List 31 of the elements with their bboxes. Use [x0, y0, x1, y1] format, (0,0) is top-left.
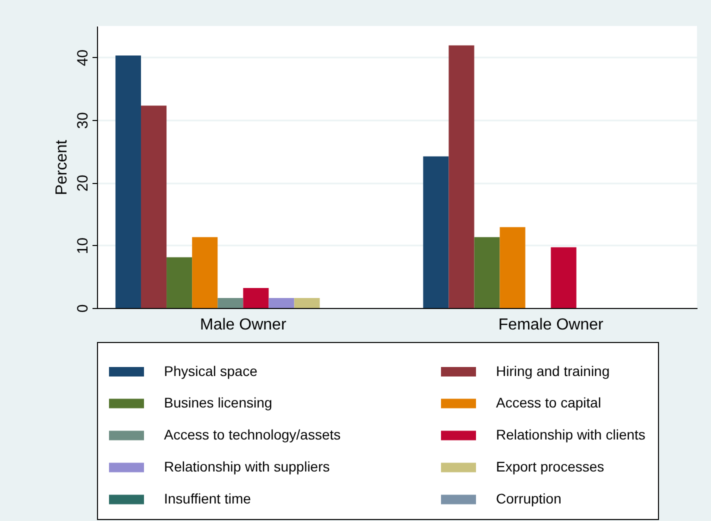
- legend-label: Corruption: [496, 490, 562, 506]
- y-tick-label: 20: [74, 174, 92, 192]
- legend-label: Access to capital: [496, 394, 602, 410]
- legend-label: Busines licensing: [164, 394, 272, 410]
- bar: [166, 257, 192, 308]
- bar: [294, 298, 320, 308]
- legend-label: Insuffient time: [164, 490, 252, 506]
- x-tick-label: Female Owner: [498, 316, 604, 334]
- y-axis-title: Percent: [54, 139, 70, 196]
- legend-label: Physical space: [164, 362, 258, 379]
- bar: [218, 298, 244, 308]
- bar: [474, 237, 500, 308]
- bar: [115, 55, 141, 308]
- y-tick-label: 10: [74, 237, 92, 254]
- legend-label: Export processes: [496, 458, 604, 474]
- bar: [423, 156, 449, 308]
- legend-label: Relationship with clients: [496, 426, 646, 442]
- legend-label: Relationship with suppliers: [164, 458, 330, 474]
- bar: [141, 106, 167, 308]
- bar: [448, 45, 474, 308]
- x-tick-label: Male Owner: [200, 316, 287, 334]
- y-tick-label: 40: [74, 49, 92, 66]
- y-tick-label: 0: [74, 304, 92, 313]
- bar: [192, 237, 218, 308]
- bar: [550, 247, 576, 308]
- legend-label: Access to technology/assets: [164, 426, 341, 442]
- bar: [268, 298, 294, 308]
- bar: [500, 227, 526, 308]
- legend-label: Hiring and training: [496, 362, 610, 379]
- y-tick-label: 30: [74, 112, 92, 129]
- bar: [243, 288, 269, 308]
